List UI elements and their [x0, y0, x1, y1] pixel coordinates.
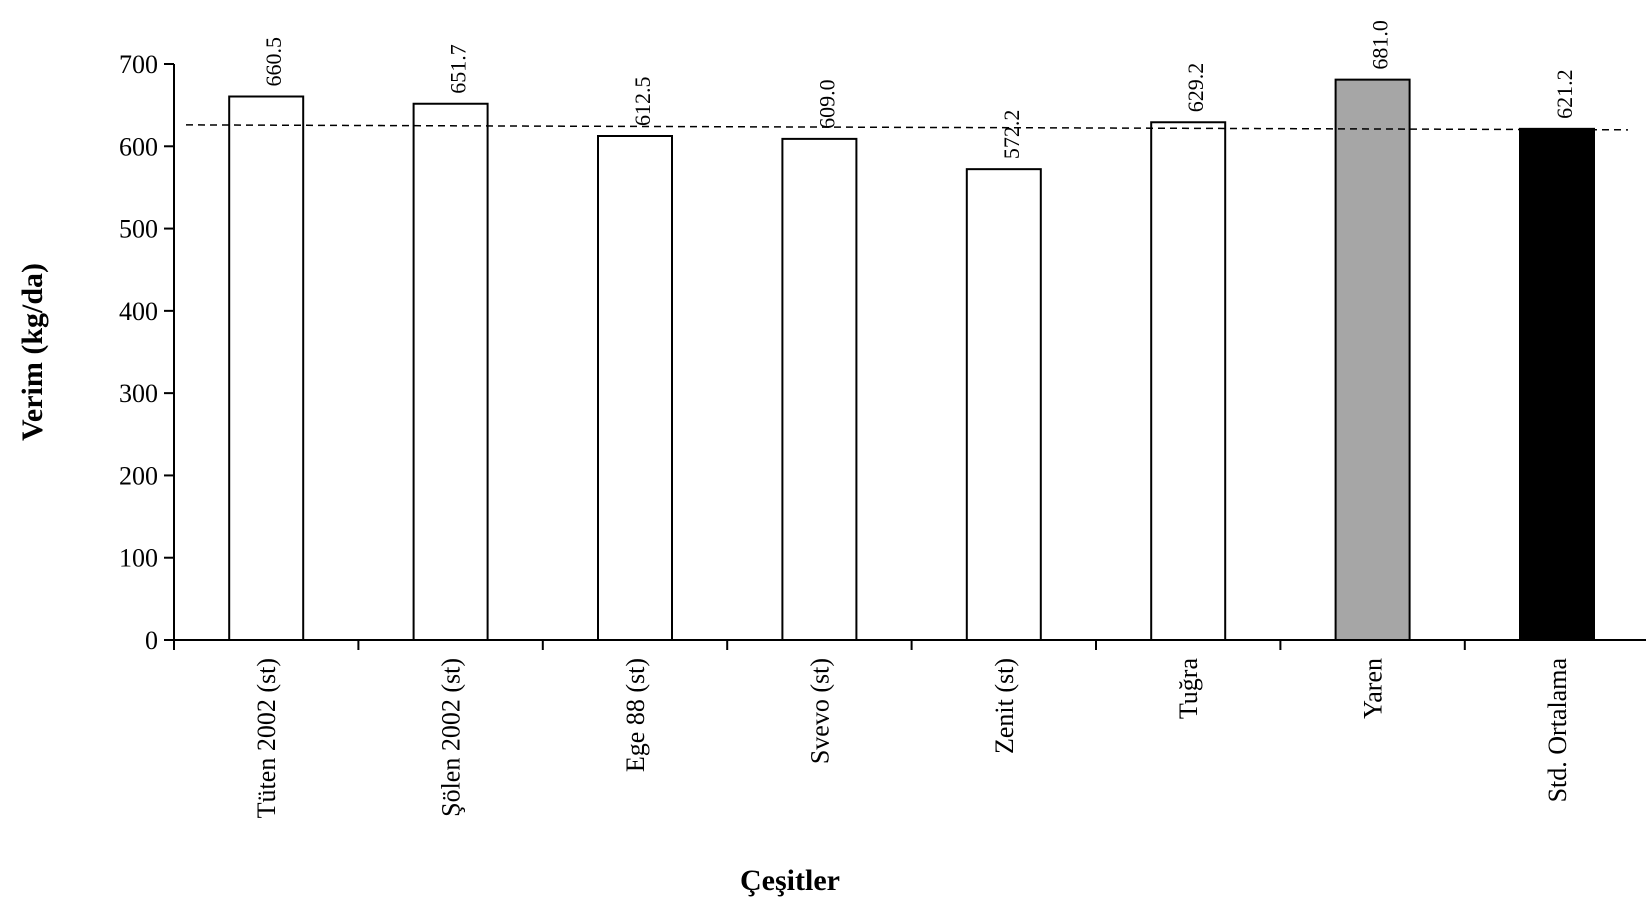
- y-tick-label: 700: [119, 50, 158, 79]
- x-axis-ticks: Tüten 2002 (st) Şölen 2002 (st) Ege 88 (st…: [173, 640, 1572, 818]
- x-tick-label: Yaren: [1359, 658, 1388, 719]
- y-axis-ticks: 0 100 200 300 400 500 600 700: [119, 50, 174, 655]
- bar: [228, 95, 305, 641]
- y-tick-label: 500: [119, 215, 158, 244]
- data-label: 612.5: [630, 77, 655, 127]
- bars: [228, 78, 1595, 642]
- y-tick-label: 600: [119, 132, 158, 161]
- bar: [597, 135, 673, 641]
- x-tick-label: Zenit (st): [990, 658, 1019, 754]
- y-tick-label: 300: [119, 379, 158, 408]
- data-label: 660.5: [261, 37, 286, 87]
- y-tick-label: 100: [119, 544, 158, 573]
- y-tick-label: 400: [119, 297, 158, 326]
- data-labels: 660.5 651.7 612.5 609.0 572.2 629.2 681.0 621.2: [261, 20, 1577, 159]
- data-label: 609.0: [814, 79, 839, 129]
- reference-line-group: [185, 124, 1629, 131]
- bar: [965, 168, 1042, 642]
- x-tick-label: Svevo (st): [805, 658, 834, 764]
- x-tick-label: Std. Ortalama: [1543, 658, 1572, 803]
- data-label: 651.7: [446, 44, 471, 93]
- x-tick-label: Tuğra: [1174, 658, 1203, 720]
- bar: [781, 137, 858, 641]
- bar: [412, 102, 489, 641]
- x-tick-label: Ege 88 (st): [621, 658, 650, 772]
- x-axis-title: Çeşitler: [740, 864, 840, 897]
- y-axis-title: Verim (kg/da): [16, 263, 49, 441]
- y-tick-label: 200: [119, 461, 158, 490]
- data-label: 629.2: [1183, 63, 1208, 113]
- x-tick-label: Tüten 2002 (st): [252, 658, 281, 818]
- bar: [1334, 78, 1411, 642]
- data-label: 572.2: [999, 110, 1024, 160]
- data-label: 621.2: [1552, 69, 1577, 119]
- y-tick-label: 0: [145, 626, 158, 655]
- data-label: 681.0: [1368, 20, 1393, 70]
- x-tick-label: Şölen 2002 (st): [437, 658, 466, 817]
- reference-line: [185, 124, 1629, 131]
- bar: [1150, 121, 1227, 641]
- axes: [173, 64, 1646, 641]
- bar: [1519, 127, 1595, 641]
